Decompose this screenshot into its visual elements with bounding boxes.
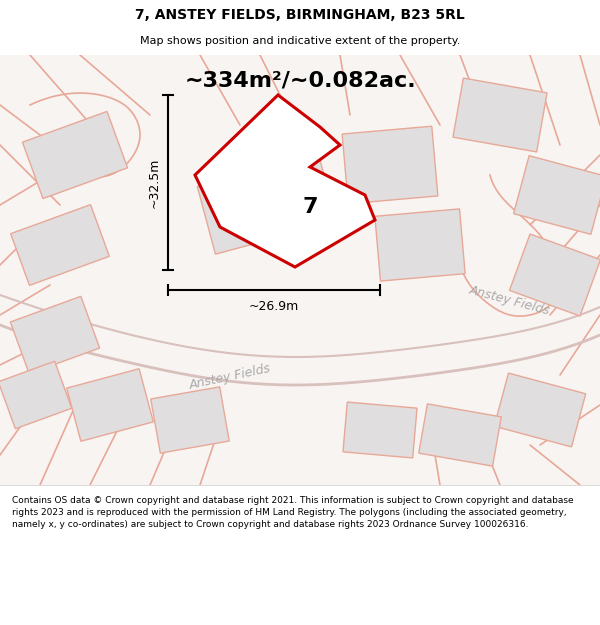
Polygon shape [0,55,600,485]
Polygon shape [453,78,547,152]
Polygon shape [22,111,128,199]
Polygon shape [419,404,501,466]
Text: Map shows position and indicative extent of the property.: Map shows position and indicative extent… [140,36,460,46]
Text: ~26.9m: ~26.9m [249,299,299,312]
Polygon shape [197,166,293,254]
Text: ~334m²/~0.082ac.: ~334m²/~0.082ac. [184,70,416,90]
Text: Anstey Fields: Anstey Fields [468,283,552,317]
Polygon shape [509,234,600,316]
Polygon shape [195,95,375,267]
Polygon shape [0,361,72,429]
Text: Anstey Fields: Anstey Fields [188,362,272,392]
Polygon shape [494,373,586,447]
Polygon shape [67,369,154,441]
Text: 7, ANSTEY FIELDS, BIRMINGHAM, B23 5RL: 7, ANSTEY FIELDS, BIRMINGHAM, B23 5RL [135,8,465,22]
Polygon shape [343,402,417,458]
Polygon shape [375,209,465,281]
Text: 7: 7 [302,197,318,217]
Text: Contains OS data © Crown copyright and database right 2021. This information is : Contains OS data © Crown copyright and d… [12,496,574,529]
Polygon shape [10,296,100,374]
Polygon shape [11,204,109,286]
Text: ~32.5m: ~32.5m [148,158,161,208]
Polygon shape [151,387,229,453]
Polygon shape [514,156,600,234]
Polygon shape [246,118,324,192]
Polygon shape [342,126,438,204]
